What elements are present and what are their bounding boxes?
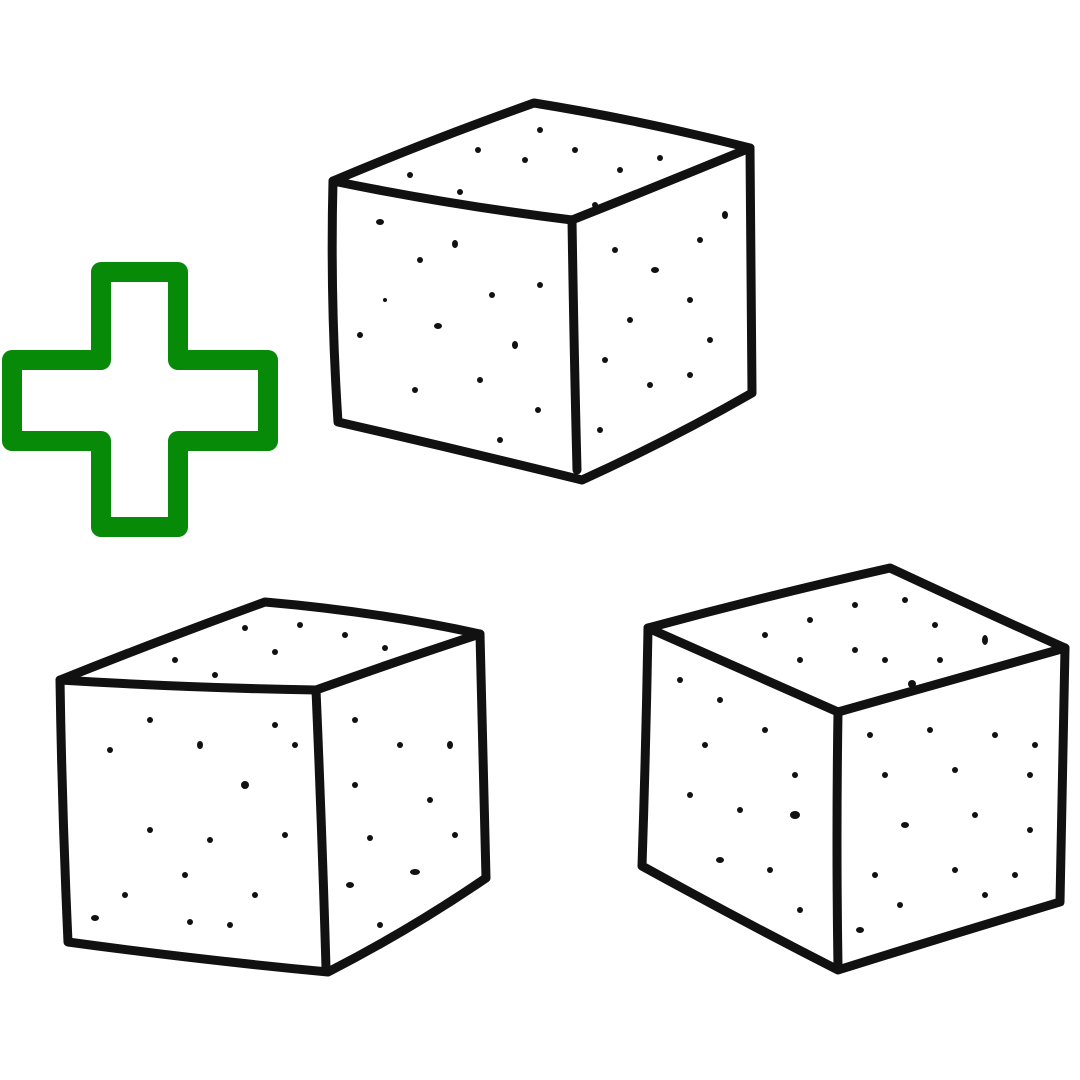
cube-texture-dots: [357, 127, 728, 443]
cube-texture-dots: [91, 622, 458, 928]
cube-texture-dots: [677, 597, 1038, 933]
sugar-cube-bottom-right: [637, 563, 1070, 975]
sugar-cube-top: [327, 98, 757, 485]
sugar-cube-bottom-left: [55, 597, 491, 977]
plus-icon: [2, 262, 278, 537]
